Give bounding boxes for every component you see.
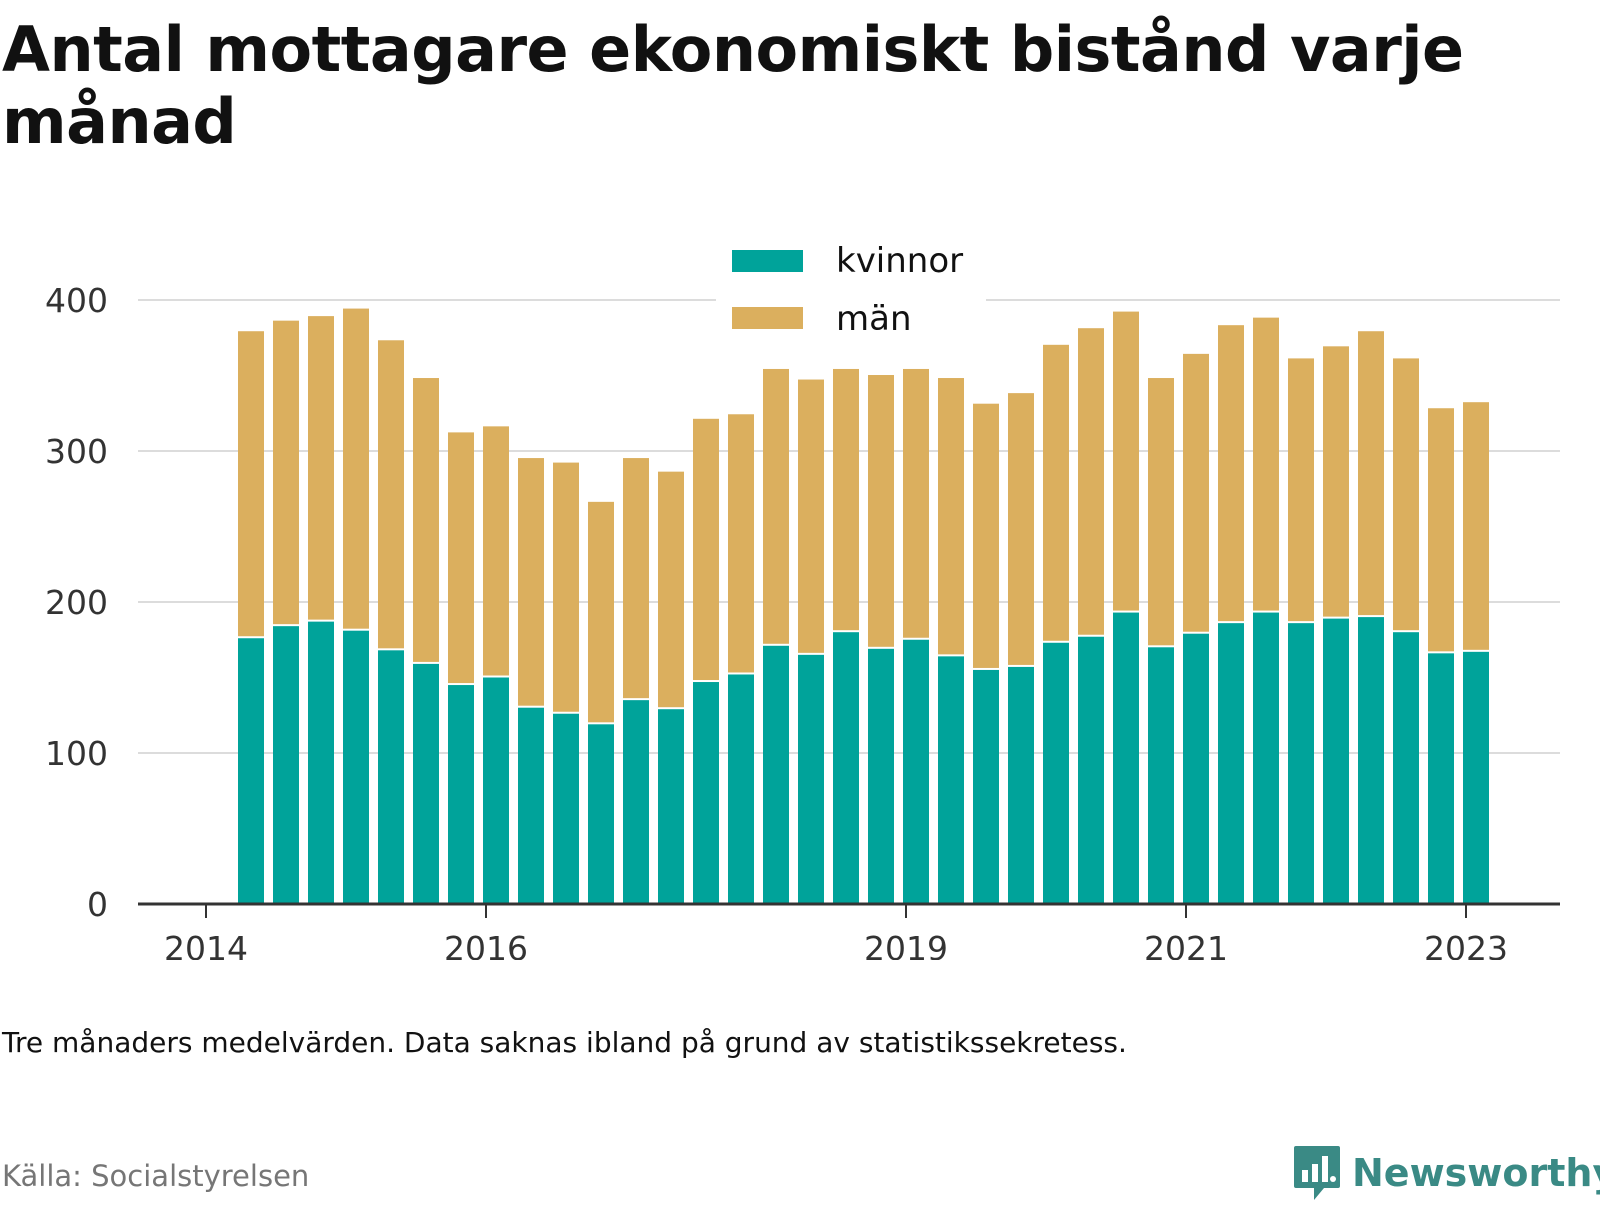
legend-swatch-man: [732, 307, 803, 329]
x-tick-label-2021: 2021: [1144, 929, 1228, 960]
bar-kvinnor-12: [658, 709, 684, 904]
bar-kvinnor-19: [903, 639, 929, 904]
bar-kvinnor-9: [553, 713, 579, 904]
bar-kvinnor-32: [1358, 617, 1384, 904]
bar-man-21: [973, 403, 999, 668]
bar-man-29: [1253, 317, 1279, 611]
x-tick-label-2019: 2019: [864, 929, 948, 960]
legend-label-kvinnor: kvinnor: [836, 241, 963, 281]
y-tick-label-200: 200: [45, 583, 108, 622]
bar-kvinnor-27: [1183, 633, 1209, 904]
bar-kvinnor-20: [938, 656, 964, 904]
stacked-bar-chart: 0 100 200 300 400 kvinnor män 2014 2016 2019…: [45, 240, 1560, 960]
bars: [238, 308, 1489, 904]
bar-man-1: [273, 320, 299, 625]
bar-kvinnor-21: [973, 669, 999, 904]
bar-man-13: [693, 418, 719, 681]
bar-man-20: [938, 378, 964, 655]
bar-man-32: [1358, 331, 1384, 616]
bar-kvinnor-35: [1463, 651, 1489, 904]
bar-man-8: [518, 458, 544, 706]
bar-man-2: [308, 316, 334, 620]
legend-swatch-kvinnor: [732, 250, 803, 272]
bar-kvinnor-15: [763, 645, 789, 904]
bar-kvinnor-16: [798, 654, 824, 904]
bar-kvinnor-7: [483, 677, 509, 904]
bar-man-15: [763, 368, 789, 644]
bar-man-16: [798, 379, 824, 653]
bar-kvinnor-1: [273, 626, 299, 904]
newsworthy-logo-icon: [1294, 1146, 1340, 1200]
x-tick-label-2016: 2016: [444, 929, 528, 960]
bar-kvinnor-22: [1008, 666, 1034, 904]
bar-man-18: [868, 375, 894, 647]
bar-man-22: [1008, 393, 1034, 665]
bar-kvinnor-26: [1148, 647, 1174, 904]
bar-kvinnor-8: [518, 707, 544, 904]
x-tick-label-2014: 2014: [164, 929, 248, 960]
y-tick-label-100: 100: [45, 734, 108, 773]
bar-man-0: [238, 331, 264, 637]
bar-kvinnor-0: [238, 638, 264, 904]
brand-name: Newsworthy: [1352, 1151, 1600, 1195]
bar-kvinnor-5: [413, 663, 439, 904]
bar-kvinnor-33: [1393, 632, 1419, 904]
bar-man-7: [483, 426, 509, 676]
bar-man-25: [1113, 311, 1139, 611]
chart-title: Antal mottagare ekonomiskt bistånd varje…: [2, 13, 1464, 158]
legend: kvinnor män: [716, 240, 986, 360]
bar-man-26: [1148, 378, 1174, 646]
y-tick-label-400: 400: [45, 281, 108, 320]
bar-kvinnor-24: [1078, 636, 1104, 904]
y-tick-label-300: 300: [45, 432, 108, 471]
bar-kvinnor-10: [588, 724, 614, 904]
bar-kvinnor-4: [378, 650, 404, 904]
bar-man-9: [553, 462, 579, 712]
bar-man-11: [623, 458, 649, 699]
bar-man-23: [1043, 344, 1069, 641]
bar-man-5: [413, 378, 439, 662]
bar-man-31: [1323, 346, 1349, 617]
bar-kvinnor-6: [448, 685, 474, 904]
bar-kvinnor-2: [308, 621, 334, 904]
bar-man-35: [1463, 402, 1489, 650]
bar-kvinnor-17: [833, 632, 859, 904]
x-tick-label-2023: 2023: [1424, 929, 1508, 960]
y-tick-label-0: 0: [87, 885, 108, 924]
bar-man-19: [903, 368, 929, 638]
bar-man-24: [1078, 328, 1104, 635]
bar-man-3: [343, 308, 369, 629]
bar-kvinnor-31: [1323, 618, 1349, 904]
bar-kvinnor-18: [868, 648, 894, 904]
bar-man-17: [833, 368, 859, 631]
bar-kvinnor-34: [1428, 653, 1454, 904]
bar-man-14: [728, 414, 754, 673]
legend-label-man: män: [836, 299, 912, 339]
bar-kvinnor-25: [1113, 612, 1139, 904]
bar-man-28: [1218, 325, 1244, 622]
bar-man-10: [588, 501, 614, 723]
bar-man-27: [1183, 353, 1209, 632]
y-axis: 0 100 200 300 400: [45, 281, 108, 924]
bar-kvinnor-23: [1043, 642, 1069, 904]
source-credit: Källa: Socialstyrelsen: [2, 1159, 310, 1193]
bar-kvinnor-29: [1253, 612, 1279, 904]
x-axis: 2014 2016 2019 2021 2023: [138, 902, 1560, 960]
bar-man-12: [658, 471, 684, 708]
bar-man-4: [378, 340, 404, 649]
bar-kvinnor-14: [728, 674, 754, 904]
bar-kvinnor-3: [343, 630, 369, 904]
bar-kvinnor-11: [623, 700, 649, 904]
bar-man-33: [1393, 358, 1419, 631]
bar-kvinnor-30: [1288, 623, 1314, 904]
bar-man-34: [1428, 408, 1454, 652]
bar-kvinnor-13: [693, 682, 719, 904]
bar-kvinnor-28: [1218, 623, 1244, 904]
bar-man-6: [448, 432, 474, 684]
chart-note: Tre månaders medelvärden. Data saknas ib…: [2, 1026, 1127, 1059]
bar-man-30: [1288, 358, 1314, 622]
brand-logo: Newsworthy: [1292, 1141, 1600, 1205]
